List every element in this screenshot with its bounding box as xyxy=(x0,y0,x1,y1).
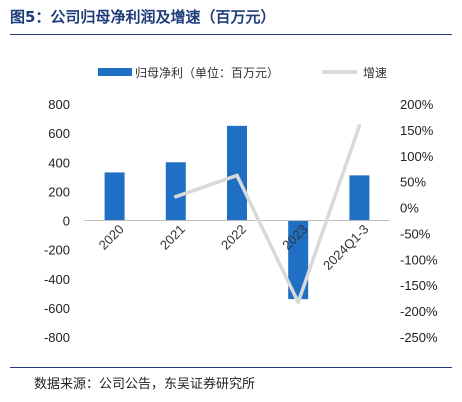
y-left-tick-label: 200 xyxy=(48,184,70,199)
y-right-tick-label: -100% xyxy=(400,252,438,267)
y-left-tick-label: -200 xyxy=(44,243,70,258)
x-tick-label: 2020 xyxy=(96,222,127,253)
title-rule xyxy=(10,34,452,35)
y-left-axis: 800 600 400 200 0 -200 -400 -600 -800 xyxy=(44,97,70,345)
source-rule xyxy=(10,367,452,368)
y-left-tick-label: 400 xyxy=(48,155,70,170)
profit-bar xyxy=(104,172,125,221)
x-tick-label: 2024Q1-3 xyxy=(320,222,371,273)
y-left-tick-label: 800 xyxy=(48,97,70,112)
growth-point xyxy=(357,123,362,128)
profit-bar xyxy=(349,175,370,221)
y-right-tick-label: 200% xyxy=(400,97,434,112)
y-right-tick-label: -250% xyxy=(400,330,438,345)
legend-label-line: 增速 xyxy=(363,66,387,80)
y-right-tick-label: -50% xyxy=(400,226,431,241)
growth-point xyxy=(174,194,178,199)
profit-bar xyxy=(227,125,247,221)
source-note: 数据来源：公司公告，东吴证券研究所 xyxy=(34,377,256,392)
bar-series xyxy=(104,125,370,300)
legend-label-bar: 归母净利（单位：百万元） xyxy=(135,65,279,80)
y-right-tick-label: 0% xyxy=(400,201,419,216)
y-right-tick-label: 50% xyxy=(400,175,426,190)
y-left-tick-label: -400 xyxy=(44,272,70,287)
y-left-tick-label: -600 xyxy=(44,301,70,316)
y-left-tick-label: -800 xyxy=(44,330,70,345)
x-tick-label: 2022 xyxy=(218,222,249,253)
y-left-tick-label: 0 xyxy=(63,214,70,229)
x-tick-label: 2021 xyxy=(157,222,188,253)
y-right-tick-label: -200% xyxy=(400,304,438,319)
legend: 归母净利（单位：百万元） 增速 xyxy=(98,65,387,80)
y-right-tick-label: -150% xyxy=(400,278,438,293)
y-right-tick-label: 150% xyxy=(400,123,434,138)
profit-bar xyxy=(165,162,186,221)
profit-bar xyxy=(288,220,309,300)
x-axis: 2020 2021 2022 2023 2024Q1-3 xyxy=(96,222,372,273)
figure-title: 图5：公司归母净利润及增速（百万元） xyxy=(10,8,276,26)
y-right-tick-label: 100% xyxy=(400,149,434,164)
growth-point xyxy=(296,300,301,305)
growth-point xyxy=(235,173,239,178)
y-left-tick-label: 600 xyxy=(48,126,70,141)
legend-swatch-bar xyxy=(98,68,132,76)
y-right-axis: 200% 150% 100% 50% 0% -50% -100% -150% -200% -250… xyxy=(400,97,438,345)
growth-line-series xyxy=(174,123,362,305)
growth-line xyxy=(175,125,362,305)
